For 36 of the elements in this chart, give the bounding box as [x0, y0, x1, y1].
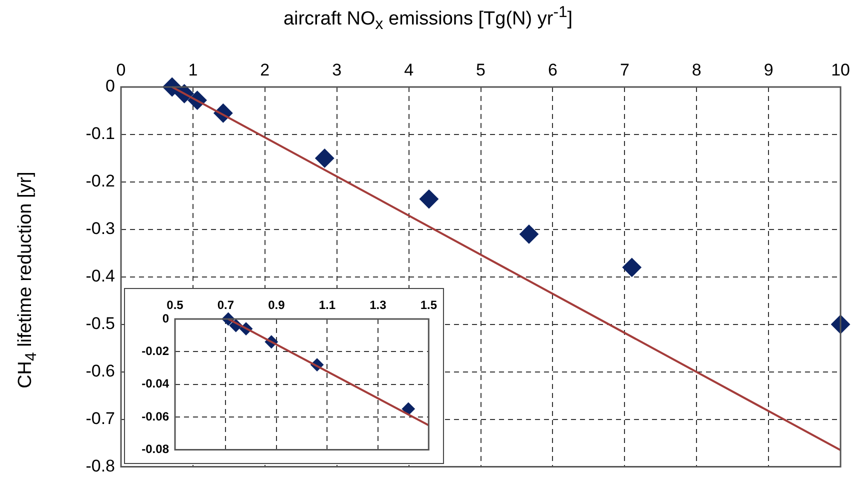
x-tick-label: 10	[831, 60, 850, 80]
point	[315, 148, 334, 168]
y-tick-label: 0	[162, 311, 170, 326]
x-axis-title: aircraft NO$_{x}$ emissions [Tg(N) yr$^{-1}$]	[282, 4, 574, 34]
x-tick-label: 0.9	[268, 298, 286, 312]
y-tick-label: -0.7	[86, 409, 115, 428]
x-tick-label: 1.3	[370, 298, 387, 312]
y-tick-label: 0	[106, 76, 115, 96]
y-tick-label: -0.8	[86, 456, 115, 476]
y-tick-label: -0.02	[142, 344, 170, 358]
y-tick-label: -0.06	[142, 409, 170, 424]
y-tick-label: -0.04	[142, 376, 170, 391]
x-tick-label: 7	[620, 60, 630, 80]
x-tick-label: 0.5	[166, 298, 184, 312]
x-tick-label: 2	[260, 60, 270, 80]
x-tick-label: 3	[332, 60, 342, 80]
x-tick-label: 9	[764, 60, 774, 80]
point	[519, 224, 538, 244]
y-tick-label: -0.3	[86, 219, 115, 238]
y-tick-label: -0.6	[86, 362, 115, 381]
x-tick-label: 8	[692, 60, 702, 80]
x-tick-label: 5	[476, 60, 486, 80]
point	[419, 190, 438, 209]
y-tick-label: -0.08	[142, 442, 170, 456]
y-tick-label: -0.4	[86, 266, 115, 286]
x-tick-label: 4	[404, 60, 414, 80]
x-tick-label: 6	[548, 60, 558, 80]
x-tick-label: 1.1	[318, 298, 336, 312]
y-tick-label: -0.2	[86, 172, 115, 191]
point	[622, 258, 642, 277]
y-tick-label: -0.5	[86, 314, 115, 334]
y-tick-label: -0.1	[86, 124, 115, 144]
x-tick-label: 1	[188, 60, 198, 80]
x-tick-label: 1.5	[420, 298, 438, 312]
point	[402, 402, 415, 416]
x-tick-label: 0.7	[217, 298, 234, 312]
